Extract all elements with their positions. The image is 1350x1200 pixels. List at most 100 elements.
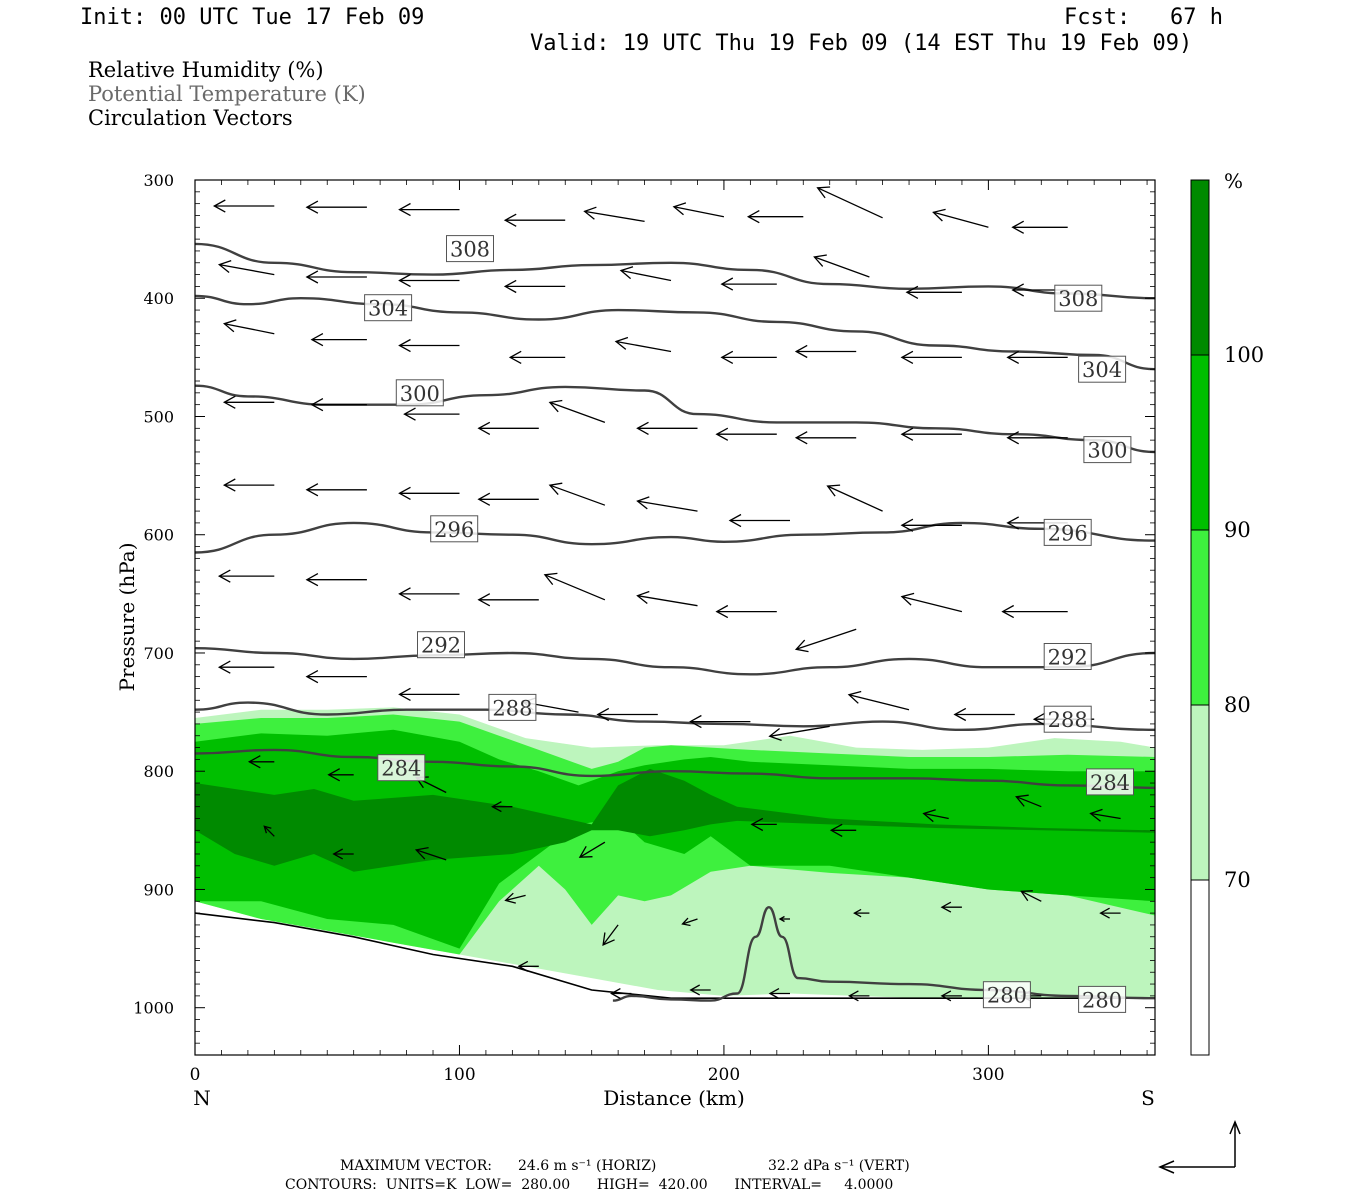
theta-label-box [377, 754, 426, 782]
circulation-vector [900, 518, 962, 532]
circulation-vector [794, 344, 857, 359]
theta-contour-304 [195, 294, 1155, 371]
theta-label: 308 [450, 238, 490, 262]
theta-label: 292 [421, 634, 461, 658]
circulation-vector [768, 988, 790, 1000]
theta-label: 284 [381, 757, 421, 781]
circulation-vector [477, 421, 539, 435]
circulation-vector [491, 801, 513, 813]
circulation-vector [305, 670, 367, 684]
x-tick-label: 300 [972, 1065, 1004, 1085]
theta-label-box [982, 981, 1031, 1009]
circulation-vector [900, 592, 963, 613]
circulation-vector [922, 809, 949, 823]
contour-info: CONTOURS: UNITS=K LOW= 280.00 HIGH= 420.… [285, 1177, 894, 1193]
theta-label-box [1043, 705, 1092, 733]
circulation-vector [932, 208, 989, 228]
theta-label-box [395, 379, 444, 407]
circulation-vector [900, 350, 962, 364]
y-tick-label: 300 [143, 171, 174, 190]
circulation-vector [940, 901, 962, 913]
theta-label-box [417, 631, 465, 659]
theta-label: 288 [492, 696, 532, 720]
circulation-vector [953, 707, 1015, 722]
circulation-vector [222, 319, 275, 335]
theta-label: 308 [1058, 287, 1098, 311]
circulation-vector [403, 407, 460, 421]
circulation-vector [414, 846, 447, 861]
legend-theta: Potential Temperature (K) [88, 82, 366, 106]
circulation-vector [327, 768, 354, 782]
circulation-vector [829, 823, 857, 837]
circulation-vector [548, 482, 606, 506]
colorbar-segment [1191, 705, 1209, 880]
circulation-vector [900, 427, 962, 441]
circulation-vector [768, 725, 830, 742]
circulation-vector [398, 202, 460, 217]
circulation-vector [517, 960, 539, 972]
x-end-right: S [1141, 1086, 1155, 1110]
circulation-vector [1099, 907, 1121, 919]
legend-rh: Relative Humidity (%) [88, 58, 324, 82]
legend-vectors: Circulation Vectors [88, 106, 293, 130]
circulation-vector [614, 336, 672, 353]
circulation-vector [596, 707, 658, 722]
theta-label-box [1078, 355, 1127, 383]
theta-label-box [1054, 284, 1103, 312]
circulation-vector [508, 350, 566, 364]
theta-label-box [488, 693, 537, 721]
init-time: Init: 00 UTC Tue 17 Feb 09 [80, 5, 425, 30]
circulation-vector [715, 427, 777, 441]
circulation-vector [715, 604, 777, 619]
max-vector-vert: 32.2 dPa s⁻¹ (VERT) [768, 1158, 910, 1174]
circulation-vector [1089, 808, 1121, 822]
circulation-vector [222, 395, 275, 409]
theta-label-box [1083, 436, 1132, 464]
y-tick-label: 400 [143, 289, 174, 308]
circulation-vector [636, 590, 698, 607]
colorbar-label: 100 [1224, 343, 1264, 367]
circulation-vector [398, 338, 460, 353]
circulation-vector [217, 569, 275, 583]
circulation-vector [681, 917, 698, 927]
forecast-hour: Fcst: 67 h [1064, 5, 1223, 30]
circulation-vector [636, 421, 698, 435]
circulation-vector [720, 277, 777, 291]
circulation-vector [720, 350, 777, 364]
circulation-vector [816, 186, 883, 219]
circulation-vector [247, 755, 275, 769]
theta-label-box [1078, 985, 1127, 1013]
theta-contour-296 [195, 521, 1155, 554]
circulation-vector [398, 587, 460, 601]
theta-label-box [1043, 518, 1092, 546]
circulation-vector [1006, 431, 1068, 445]
x-tick-label: 100 [443, 1065, 475, 1085]
theta-label-box [430, 515, 479, 543]
colorbar-segment [1191, 880, 1209, 1055]
colorbar-unit: % [1224, 169, 1243, 193]
circulation-vector [578, 841, 606, 858]
circulation-vector [848, 990, 870, 1002]
circulation-vector [750, 817, 777, 832]
theta-contour-308 [195, 242, 1155, 300]
circulation-vector [778, 915, 790, 923]
circulation-vector [813, 254, 870, 278]
circulation-vector [212, 199, 275, 213]
circulation-vector [672, 202, 725, 218]
y-tick-label: 1000 [133, 999, 174, 1018]
max-vector-label: MAXIMUM VECTOR: [340, 1158, 492, 1174]
circulation-vector [728, 513, 790, 528]
rh-region-100 [195, 768, 1155, 872]
circulation-vector [263, 825, 275, 837]
theta-label-box [1086, 768, 1134, 796]
colorbar-frame [1190, 179, 1210, 1056]
y-tick-label: 900 [143, 880, 174, 899]
circulation-vector [332, 848, 354, 860]
x-axis-label: Distance (km) [603, 1086, 745, 1110]
circulation-vector [689, 984, 711, 996]
rh-region-90 [195, 729, 1155, 949]
theta-contour-288 [195, 701, 1155, 732]
circulation-vector [746, 210, 804, 224]
circulation-vector [217, 259, 275, 276]
